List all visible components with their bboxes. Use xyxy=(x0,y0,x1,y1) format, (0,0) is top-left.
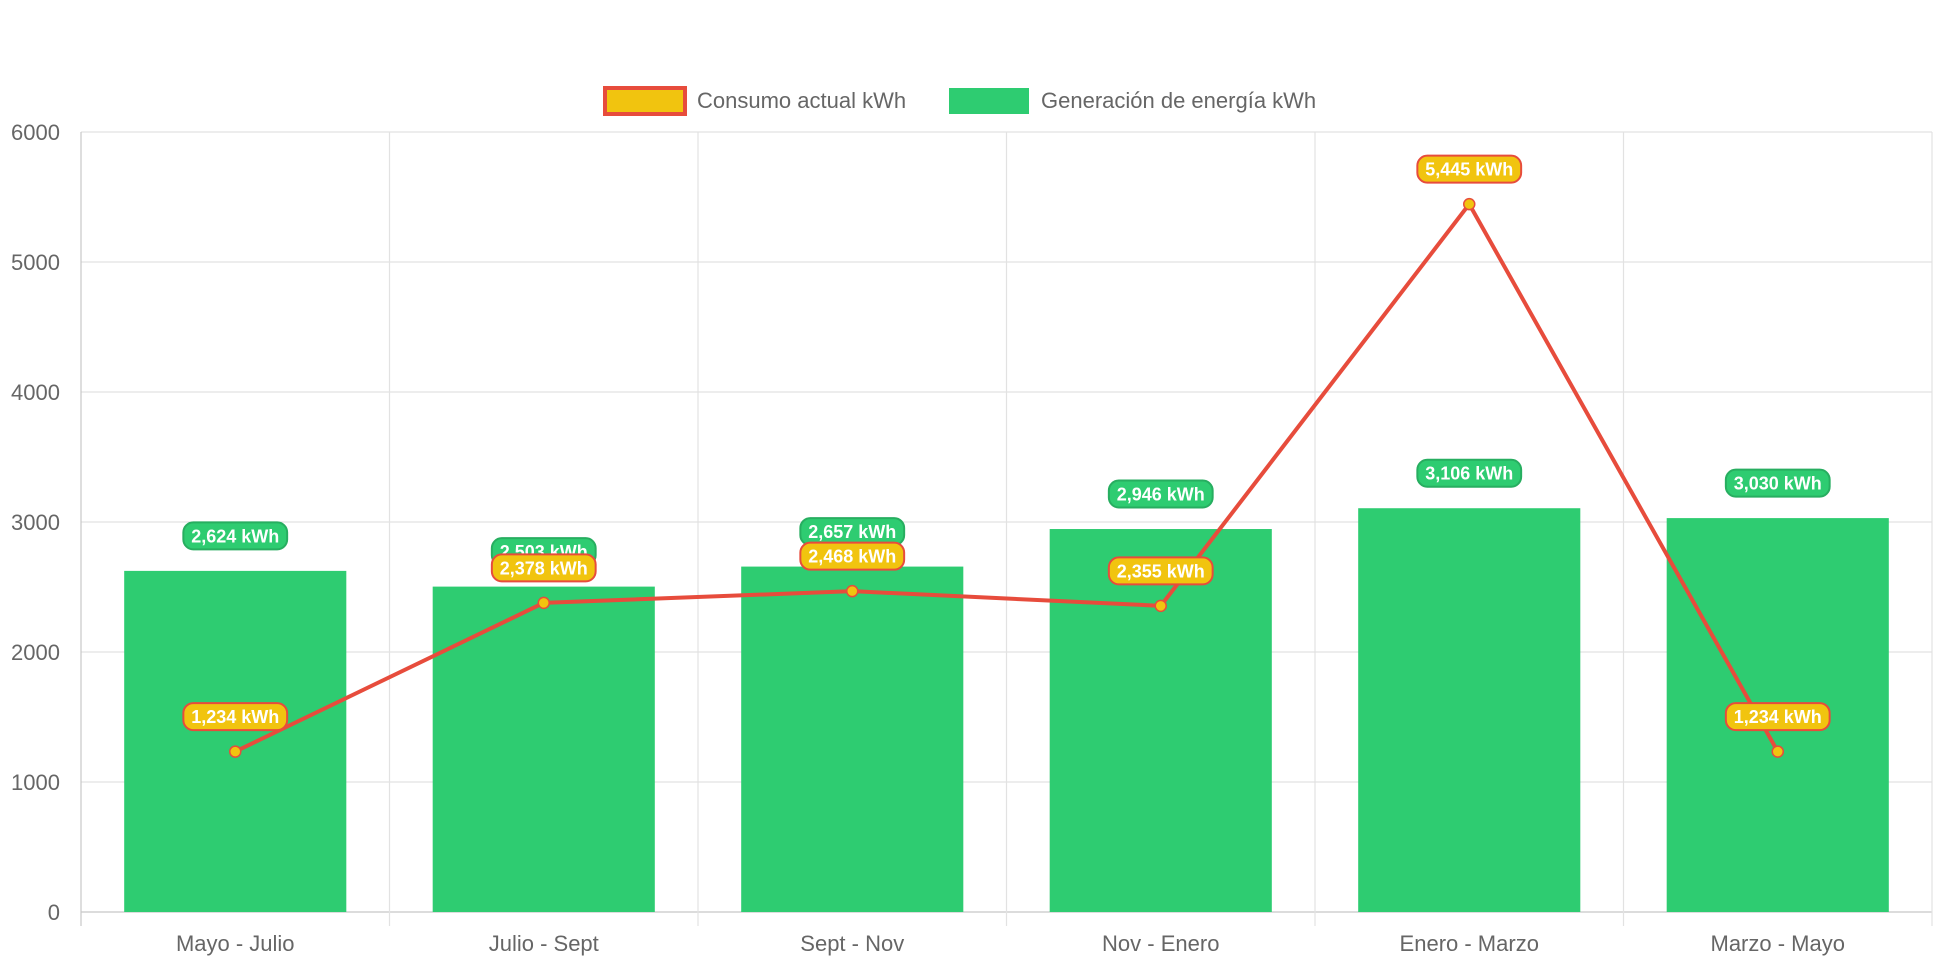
consumption-data-label-bg xyxy=(490,553,597,583)
generation-data-label: 2,624 kWh xyxy=(182,521,289,551)
generation-data-label-text: 3,106 kWh xyxy=(1425,464,1513,484)
generation-data-label-text: 2,657 kWh xyxy=(808,522,896,542)
consumption-point xyxy=(1771,745,1784,758)
y-tick-label: 2000 xyxy=(11,640,60,665)
consumption-data-label: 1,234 kWh xyxy=(1724,702,1831,732)
generation-bar xyxy=(432,586,655,912)
y-tick-label: 6000 xyxy=(11,120,60,145)
consumption-data-label-bg xyxy=(1416,154,1523,184)
consumption-point xyxy=(846,584,859,598)
generation-bar xyxy=(1358,508,1581,912)
generation-bar xyxy=(124,570,347,912)
grid xyxy=(80,131,1933,926)
consumption-data-label: 1,234 kWh xyxy=(182,702,289,732)
generation-data-label-bg xyxy=(1107,479,1214,509)
y-tick-label: 1000 xyxy=(11,770,60,795)
consumption-data-label: 5,445 kWh xyxy=(1416,154,1523,184)
consumption-point xyxy=(229,745,242,758)
consumption-data-label-text: 2,378 kWh xyxy=(500,558,588,578)
consumption-data-label-text: 1,234 kWh xyxy=(1734,707,1822,727)
generation-data-label-text: 2,624 kWh xyxy=(191,526,279,546)
generation-data-label-bg xyxy=(182,521,289,551)
consumption-data-label: 2,378 kWh xyxy=(490,553,597,583)
line-series xyxy=(229,197,1784,758)
consumption-data-label-text: 5,445 kWh xyxy=(1425,160,1513,180)
consumption-line xyxy=(234,202,1780,754)
consumption-data-label-bg xyxy=(799,541,906,571)
consumption-data-label-bg xyxy=(1107,556,1214,586)
x-tick-label: Nov - Enero xyxy=(1102,931,1219,956)
x-tick-label: Mayo - Julio xyxy=(176,931,295,956)
x-axis: Mayo - Julio Julio - Sept Sept - Nov Nov - … xyxy=(176,931,1845,956)
generation-data-label-text: 3,030 kWh xyxy=(1734,474,1822,494)
generation-data-label: 2,946 kWh xyxy=(1107,479,1214,509)
generation-data-label: 2,657 kWh xyxy=(799,517,906,547)
x-tick-label: Julio - Sept xyxy=(489,931,599,956)
legend-label-generation: Generación de energía kWh xyxy=(1041,88,1316,113)
generation-data-label: 3,030 kWh xyxy=(1724,468,1831,498)
y-tick-label: 4000 xyxy=(11,380,60,405)
legend-swatch-generation xyxy=(949,88,1029,114)
generation-bar xyxy=(1049,529,1272,912)
consumption-point xyxy=(1154,599,1167,613)
legend-swatch-consumption xyxy=(603,86,687,116)
legend-item-generation: Generación de energía kWh xyxy=(949,88,1316,114)
generation-data-label: 3,106 kWh xyxy=(1416,458,1523,488)
x-tick-label: Marzo - Mayo xyxy=(1711,931,1845,956)
y-tick-label: 0 xyxy=(48,900,60,925)
generation-data-label-text: 2,946 kWh xyxy=(1117,485,1205,505)
legend-label-consumption: Consumo actual kWh xyxy=(697,88,906,113)
y-tick-label: 3000 xyxy=(11,510,60,535)
consumption-data-label-text: 1,234 kWh xyxy=(191,707,279,727)
generation-data-label-bg xyxy=(1416,458,1523,488)
legend: Consumo actual kWh Generación de energía … xyxy=(603,86,1316,116)
consumption-data-label-bg xyxy=(182,702,289,732)
legend-item-consumption: Consumo actual kWh xyxy=(603,86,906,116)
x-tick-label: Sept - Nov xyxy=(800,931,904,956)
consumption-data-label-text: 2,355 kWh xyxy=(1117,561,1205,581)
y-tick-label: 5000 xyxy=(11,250,60,275)
consumption-data-label-bg xyxy=(1724,702,1831,732)
x-tick-label: Enero - Marzo xyxy=(1400,931,1539,956)
consumption-point xyxy=(537,596,550,610)
y-axis: 0 1000 2000 3000 4000 5000 6000 xyxy=(11,120,60,925)
consumption-point xyxy=(1463,197,1476,211)
generation-data-label-bg xyxy=(1724,468,1831,498)
consumption-data-label-text: 2,468 kWh xyxy=(808,547,896,567)
consumption-data-label: 2,468 kWh xyxy=(799,541,906,571)
consumption-data-label: 2,355 kWh xyxy=(1107,556,1214,586)
generation-bar xyxy=(741,566,964,912)
